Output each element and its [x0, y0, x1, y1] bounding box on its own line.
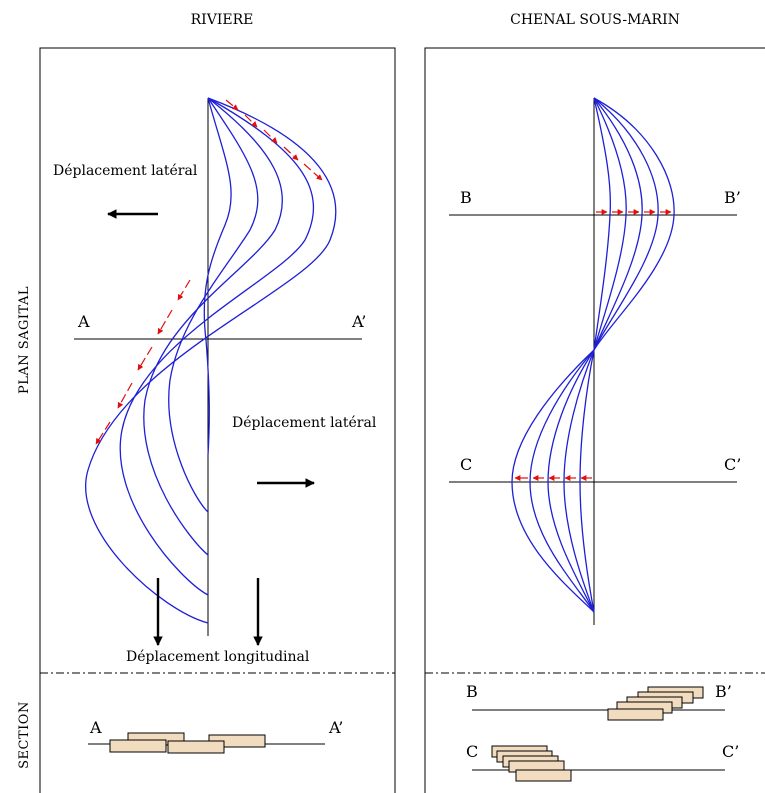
sediment-block [607, 708, 664, 721]
riviere-meanders [85, 97, 337, 624]
meander-3 [143, 97, 283, 556]
upper-lobe-2 [593, 97, 627, 351]
label-lateral-right: Déplacement latéral [232, 415, 377, 431]
chenal-section-c-deposits [491, 745, 572, 782]
upper-lobe-5 [593, 97, 675, 351]
red-arrow [177, 279, 191, 301]
section-label-b-prime: B’ [715, 682, 732, 701]
lower-lobe-2 [563, 349, 595, 613]
upper-lobe-4 [593, 97, 659, 351]
red-arrow [225, 99, 239, 111]
meander-4 [119, 97, 314, 596]
red-arrow [137, 346, 153, 371]
label-longitudinal: Déplacement longitudinal [126, 649, 310, 665]
chenal-section-b-deposits [607, 686, 704, 721]
meander-2 [168, 97, 259, 513]
chenal-frame [424, 47, 765, 793]
section-label-c: C [466, 742, 478, 761]
meander-5 [85, 97, 337, 624]
label-b-prime: B’ [724, 188, 741, 207]
red-arrow [244, 114, 258, 128]
riviere-section-deposits [109, 732, 266, 754]
red-arrow [157, 309, 173, 335]
title-chenal: CHENAL SOUS-MARIN [510, 12, 680, 28]
riviere-frame [39, 47, 396, 793]
lower-lobe-3 [547, 349, 595, 613]
upper-lobe-1 [593, 97, 611, 351]
label-a: A [77, 312, 90, 331]
title-riviere: RIVIERE [191, 12, 254, 28]
section-label-b: B [466, 682, 478, 701]
label-c: C [460, 455, 472, 474]
riviere-migration-arrows [95, 99, 323, 445]
section-label-c-prime: C’ [722, 742, 739, 761]
red-arrow [95, 421, 111, 445]
lower-lobe-1 [579, 349, 595, 613]
label-c-prime: C’ [724, 455, 741, 474]
section-label-a: A [89, 718, 102, 737]
panel-frames [39, 47, 765, 793]
chenal-meanders [511, 97, 675, 613]
red-arrow [283, 146, 299, 161]
lower-lobe-5 [511, 349, 595, 613]
sediment-block [515, 769, 572, 782]
label-a-prime: A’ [351, 312, 366, 331]
label-section: SECTION [17, 701, 32, 769]
label-plan-sagital: PLAN SAGITAL [17, 286, 32, 394]
sediment-block [109, 739, 167, 753]
meander-1 [203, 97, 232, 456]
lower-lobe-4 [529, 349, 595, 613]
sediment-block [167, 740, 225, 754]
red-arrow [303, 163, 323, 181]
label-b: B [460, 188, 472, 207]
upper-lobe-3 [593, 97, 643, 351]
red-arrow [263, 129, 278, 144]
label-lateral-left: Déplacement latéral [53, 163, 198, 179]
section-label-a-prime: A’ [328, 718, 343, 737]
red-arrow [117, 382, 133, 409]
